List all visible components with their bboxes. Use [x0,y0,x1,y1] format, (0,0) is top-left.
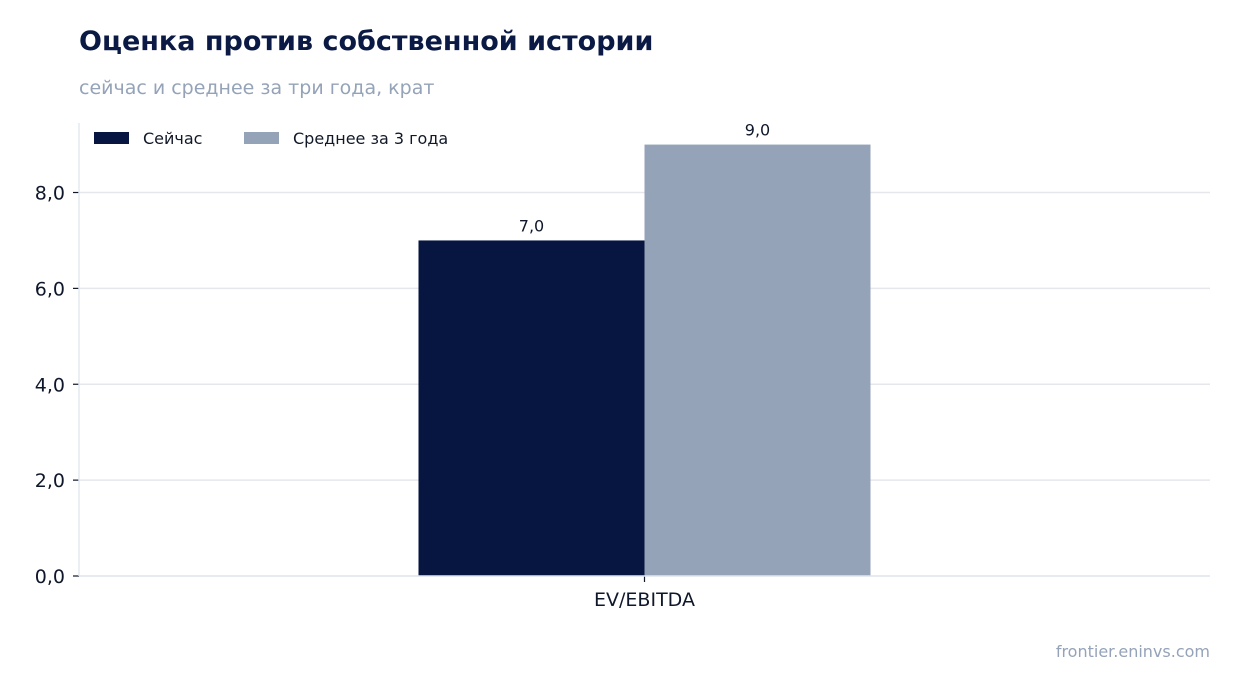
legend: Сейчас Среднее за 3 года [94,129,448,148]
bar-now [418,240,645,576]
y-tick-label: 4,0 [35,374,65,396]
legend-label: Среднее за 3 года [293,129,448,148]
x-tick-label: EV/EBITDA [594,589,695,611]
legend-swatch [244,132,279,144]
data-label: 9,0 [745,121,770,140]
y-tick-label: 8,0 [35,183,65,205]
bars: 7,0 9,0 [418,121,871,577]
axes: 0,0 2,0 4,0 6,0 8,0 EV/EBITDA [35,123,1210,611]
bar-avg [644,144,871,577]
chart-title: Оценка против собственной истории [79,26,654,57]
y-tick-label: 6,0 [35,278,65,300]
y-tick-label: 0,0 [35,566,65,588]
source-credit: frontier.eninvs.com [1055,642,1210,661]
data-label: 7,0 [519,216,544,235]
legend-swatch [94,132,129,144]
chart-subtitle: сейчас и среднее за три года, крат [79,77,435,99]
y-tick-label: 2,0 [35,470,65,492]
legend-label: Сейчас [143,129,202,148]
